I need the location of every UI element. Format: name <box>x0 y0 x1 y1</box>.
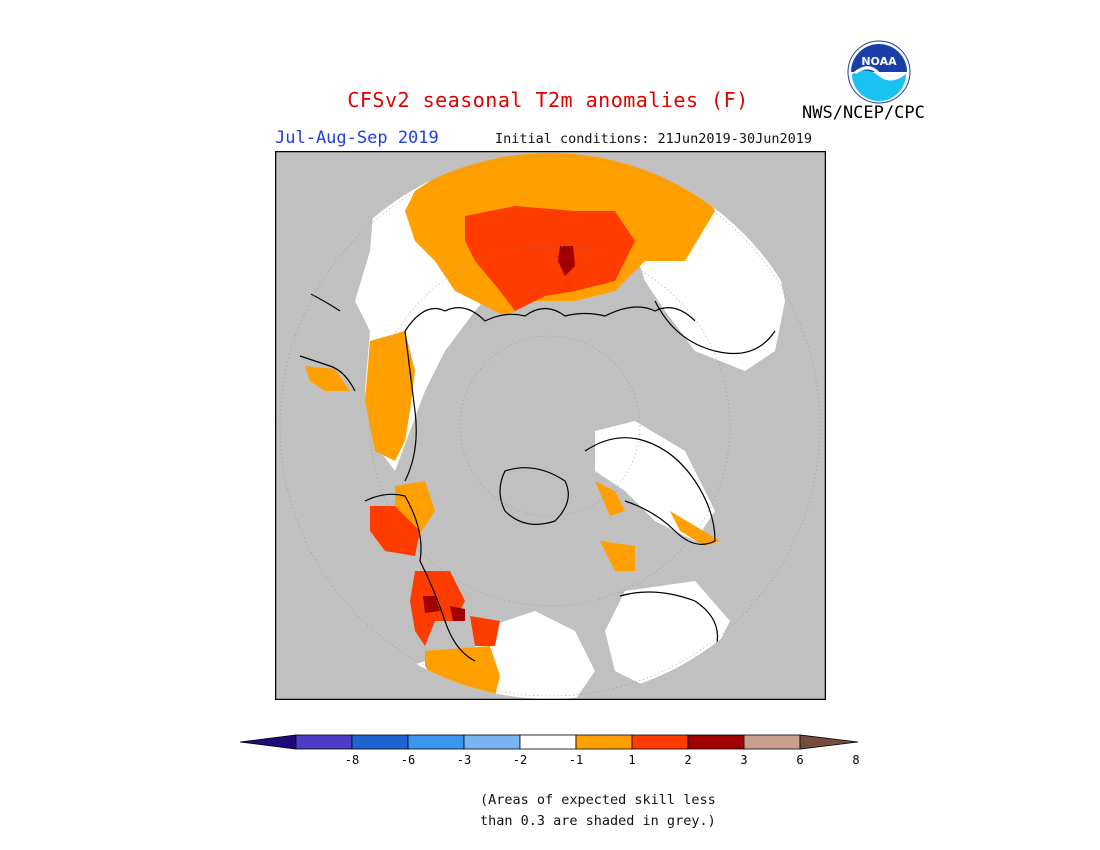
skill-note-line-2: than 0.3 are shaded in grey.) <box>480 813 716 829</box>
colorbar-tick-label: 6 <box>796 753 803 767</box>
polar-disk <box>279 153 821 699</box>
color-legend: -8 -6 -3 -2 -1 1 2 3 6 8 <box>239 734 860 767</box>
colorbar-cell <box>575 734 633 750</box>
anomaly-3-6 <box>423 246 575 621</box>
colorbar-arrow-right <box>799 734 859 750</box>
graticule <box>279 155 821 697</box>
season-label: Jul-Aug-Sep 2019 <box>275 128 439 148</box>
anomaly-map <box>275 151 826 700</box>
colorbar-tick-label: -3 <box>457 753 471 767</box>
colorbar-cell <box>631 734 689 750</box>
colorbar-cell <box>519 734 577 750</box>
map-frame <box>275 151 826 700</box>
colorbar-tick-label: 8 <box>852 753 859 767</box>
colorbar-cells <box>239 734 859 750</box>
colorbar-cell <box>407 734 465 750</box>
noaa-logo: NOAA <box>847 40 911 104</box>
logo-text: NOAA <box>861 55 897 68</box>
initial-conditions-label: Initial conditions: 21Jun2019-30Jun2019 <box>495 131 812 147</box>
colorbar-cell <box>295 734 353 750</box>
skill-note: (Areas of expected skill less than 0.3 a… <box>480 790 716 832</box>
colorbar-cell <box>351 734 409 750</box>
colorbar-arrow-left <box>239 734 297 750</box>
colorbar-labels: -8 -6 -3 -2 -1 1 2 3 6 8 <box>345 753 860 767</box>
colorbar-cell <box>743 734 801 750</box>
colorbar-tick-label: 1 <box>628 753 635 767</box>
colorbar-tick-label: 3 <box>740 753 747 767</box>
colorbar-cell <box>463 734 521 750</box>
colorbar-tick-label: -8 <box>345 753 359 767</box>
skill-note-line-1: (Areas of expected skill less <box>480 792 716 808</box>
coastlines <box>299 290 776 682</box>
colorbar-tick-label: -2 <box>513 753 527 767</box>
colorbar-tick-label: -6 <box>401 753 415 767</box>
agency-label: NWS/NCEP/CPC <box>802 103 925 123</box>
map-title: CFSv2 seasonal T2m anomalies (F) <box>347 88 749 112</box>
colorbar-cell <box>687 734 745 750</box>
colorbar-tick-label: -1 <box>569 753 583 767</box>
anomaly-2-3 <box>370 206 635 646</box>
colorbar-tick-label: 2 <box>684 753 691 767</box>
